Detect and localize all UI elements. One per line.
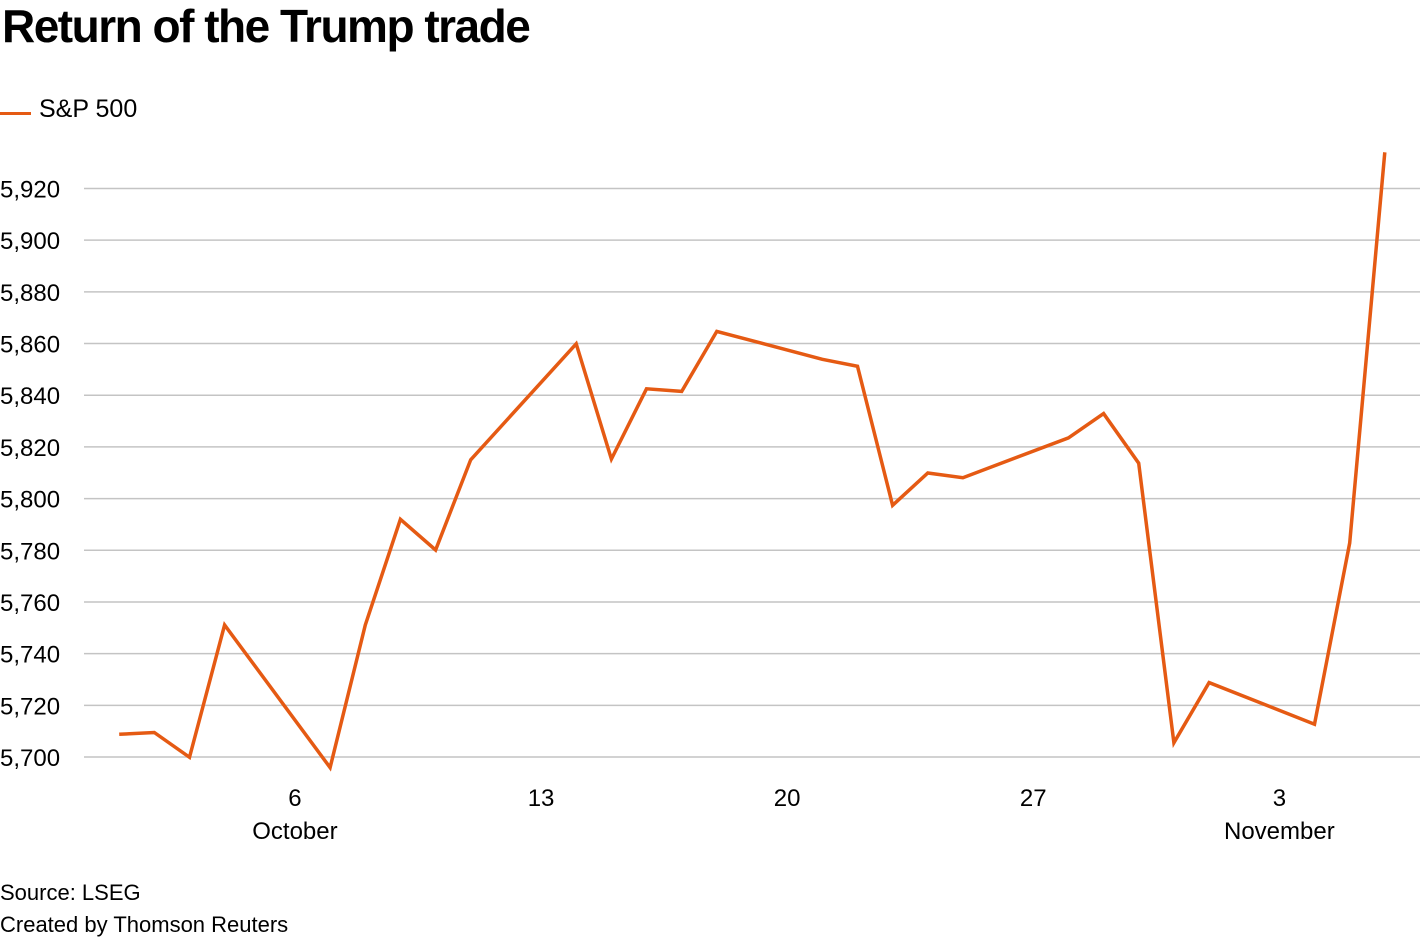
y-tick-label: 5,920 (0, 177, 60, 204)
y-tick-label: 5,820 (0, 435, 60, 462)
x-tick-label: 20 (774, 785, 801, 812)
data-point (961, 476, 965, 480)
data-point (1102, 412, 1106, 416)
legend-label: S&P 500 (39, 95, 138, 123)
data-point (1137, 461, 1141, 465)
data-point (469, 458, 473, 462)
y-axis: 5,700 5,720 5,740 5,760 5,780 5,800 5,820 5,840… (0, 177, 60, 773)
y-tick-label: 5,720 (0, 693, 60, 720)
grid-layer (84, 187, 1420, 758)
data-point (1066, 436, 1070, 440)
data-point (820, 357, 824, 361)
y-tick-label: 5,700 (0, 745, 60, 772)
data-point (715, 329, 719, 333)
data-point (645, 387, 649, 391)
data-point (152, 731, 156, 735)
data-point (328, 766, 332, 770)
series-layer (117, 150, 1387, 772)
x-month-label: October (252, 818, 337, 845)
data-point (1207, 681, 1211, 685)
x-tick-label: 13 (528, 785, 555, 812)
y-tick-label: 5,880 (0, 280, 60, 307)
data-point (223, 623, 227, 627)
x-month-label: November (1224, 818, 1335, 845)
data-point (117, 732, 121, 736)
data-point (1313, 722, 1317, 726)
y-tick-label: 5,840 (0, 383, 60, 410)
chart-title: Return of the Trump trade (2, 0, 531, 52)
source-note: Source: LSEG (0, 880, 141, 905)
data-point (188, 755, 192, 759)
legend: S&P 500 (0, 94, 137, 124)
legend-swatch (0, 111, 31, 115)
credit-note: Created by Thomson Reuters (0, 912, 289, 937)
data-point (363, 623, 367, 627)
data-point (856, 364, 860, 368)
y-tick-label: 5,800 (0, 487, 60, 514)
data-point (609, 457, 613, 461)
data-point (680, 389, 684, 393)
series-line-sp500 (119, 152, 1387, 772)
data-point (434, 548, 438, 552)
data-point (398, 517, 402, 521)
y-tick-label: 5,740 (0, 642, 60, 669)
x-axis: 6 October 13 20 27 3 November (252, 785, 1334, 845)
data-point (1172, 741, 1176, 745)
data-point (1348, 541, 1352, 545)
y-tick-label: 5,760 (0, 590, 60, 617)
y-tick-label: 5,780 (0, 538, 60, 565)
x-tick-label: 3 (1273, 785, 1286, 812)
data-point (926, 471, 930, 475)
data-point (1383, 150, 1387, 154)
data-point (574, 342, 578, 346)
data-point (891, 503, 895, 507)
y-tick-label: 5,900 (0, 228, 60, 255)
x-tick-label: 27 (1020, 785, 1047, 812)
y-tick-label: 5,860 (0, 332, 60, 359)
x-tick-label: 6 (288, 785, 301, 812)
